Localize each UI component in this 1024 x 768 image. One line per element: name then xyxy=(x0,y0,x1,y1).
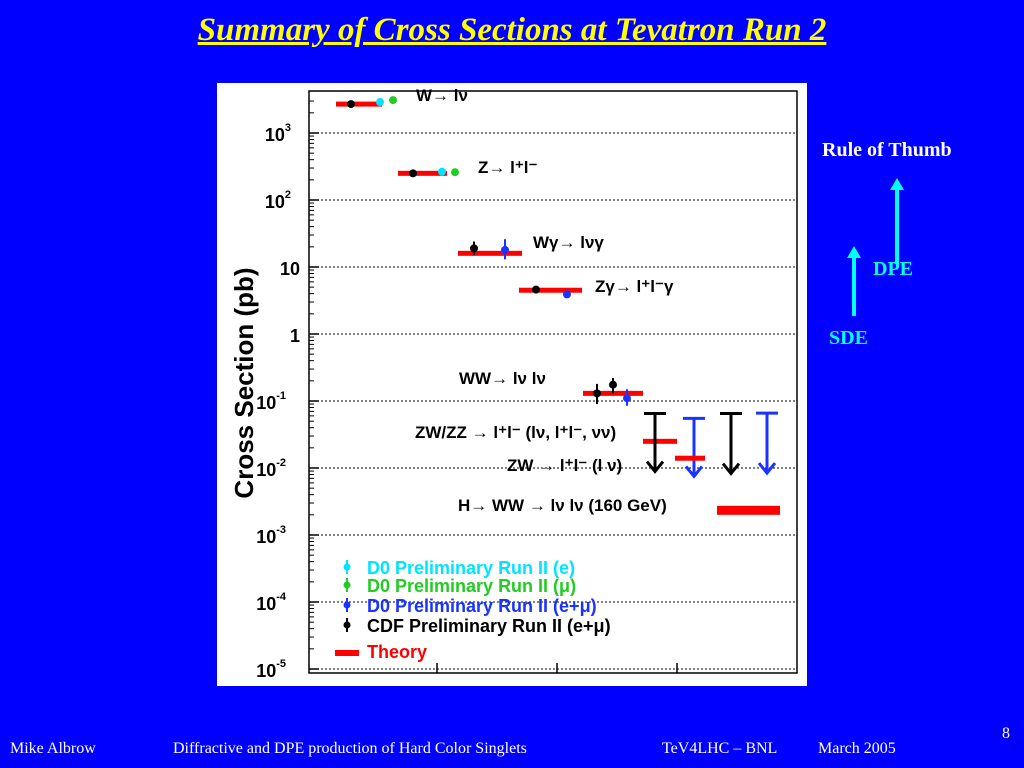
footer-author: Mike Albrow xyxy=(10,740,96,757)
limit-arrow-icon xyxy=(721,462,741,476)
dpe-label: DPE xyxy=(873,258,913,280)
data-point xyxy=(501,245,509,254)
y-tick-label: 10-4 xyxy=(256,591,287,614)
theory-bar xyxy=(458,250,522,256)
limit-arrow-icon xyxy=(645,460,665,474)
limit-arrow-icon xyxy=(684,465,704,479)
footer-talk-title: Diffractive and DPE production of Hard C… xyxy=(173,740,527,757)
legend-label: Theory xyxy=(367,642,427,662)
dpe-up-arrow-icon xyxy=(890,178,904,264)
data-point xyxy=(451,168,459,177)
legend-label: D0 Preliminary Run II (e) xyxy=(367,558,575,578)
legend-point-swatch xyxy=(343,581,351,589)
y-tick-label: 10-5 xyxy=(256,658,286,681)
y-tick-label: 103 xyxy=(265,122,291,145)
process-label: W→ lν xyxy=(416,86,468,105)
y-tick-label: 10-2 xyxy=(256,457,286,480)
legend-point-swatch xyxy=(343,621,351,629)
limit-arrow-icon xyxy=(757,462,777,476)
legend-label: D0 Preliminary Run II (e+μ) xyxy=(367,596,597,616)
theory-bar xyxy=(717,505,780,515)
legend-point-swatch xyxy=(343,601,351,609)
process-label: Zγ→ l⁺l⁻γ xyxy=(595,277,674,296)
legend-point-swatch xyxy=(343,563,351,571)
y-tick-label: 102 xyxy=(265,189,291,212)
theory-bar xyxy=(398,170,447,176)
data-point xyxy=(389,96,397,105)
data-point xyxy=(409,169,417,178)
data-point xyxy=(438,167,446,176)
theory-bar xyxy=(336,101,382,107)
data-point xyxy=(609,380,617,389)
footer-date: March 2005 xyxy=(818,740,896,757)
theory-bar xyxy=(675,455,705,461)
process-label: H→ WW → lν lν (160 GeV) xyxy=(458,496,667,515)
data-point xyxy=(376,98,384,107)
y-tick-label: 1 xyxy=(290,326,300,346)
theory-bar xyxy=(519,287,582,293)
process-label: ZW/ZZ → l⁺l⁻ (lν, l⁺l⁻, νν) xyxy=(415,423,616,442)
process-label: ZW → l⁺l⁻ (l ν) xyxy=(507,456,622,475)
theory-bar xyxy=(643,438,677,444)
data-point xyxy=(347,100,355,109)
slide-title: Summary of Cross Sections at Tevatron Ru… xyxy=(197,12,827,48)
data-point xyxy=(593,389,601,398)
process-label: WW→ lν lν xyxy=(459,369,546,388)
legend-label: CDF Preliminary Run II (e+μ) xyxy=(367,616,611,636)
plot-frame xyxy=(308,90,798,674)
legend-label: D0 Preliminary Run II (μ) xyxy=(367,576,576,596)
y-tick-label: 10-3 xyxy=(256,524,286,547)
data-point xyxy=(470,244,478,253)
y-tick-label: 10-1 xyxy=(256,390,286,413)
y-axis-label: Cross Section (pb) xyxy=(229,267,259,498)
rule-of-thumb-label: Rule of Thumb xyxy=(822,139,952,161)
process-label: Z→ l⁺l⁻ xyxy=(478,158,538,177)
data-point xyxy=(532,285,540,294)
sde-label: SDE xyxy=(829,327,868,349)
data-point xyxy=(623,394,631,403)
legend-theory-swatch xyxy=(335,650,359,656)
process-label: Wγ→ lνγ xyxy=(533,233,604,252)
page-number: 8 xyxy=(1002,725,1010,742)
cross-section-chart: 103 102 10 1 10-1 10-2 10-3 10-4 10-5 Cross Secti… xyxy=(217,83,807,686)
footer-venue: TeV4LHC – BNL xyxy=(662,740,778,757)
y-tick-label: 10 xyxy=(280,259,300,279)
data-point xyxy=(563,290,571,299)
sde-up-arrow-icon xyxy=(847,246,861,316)
